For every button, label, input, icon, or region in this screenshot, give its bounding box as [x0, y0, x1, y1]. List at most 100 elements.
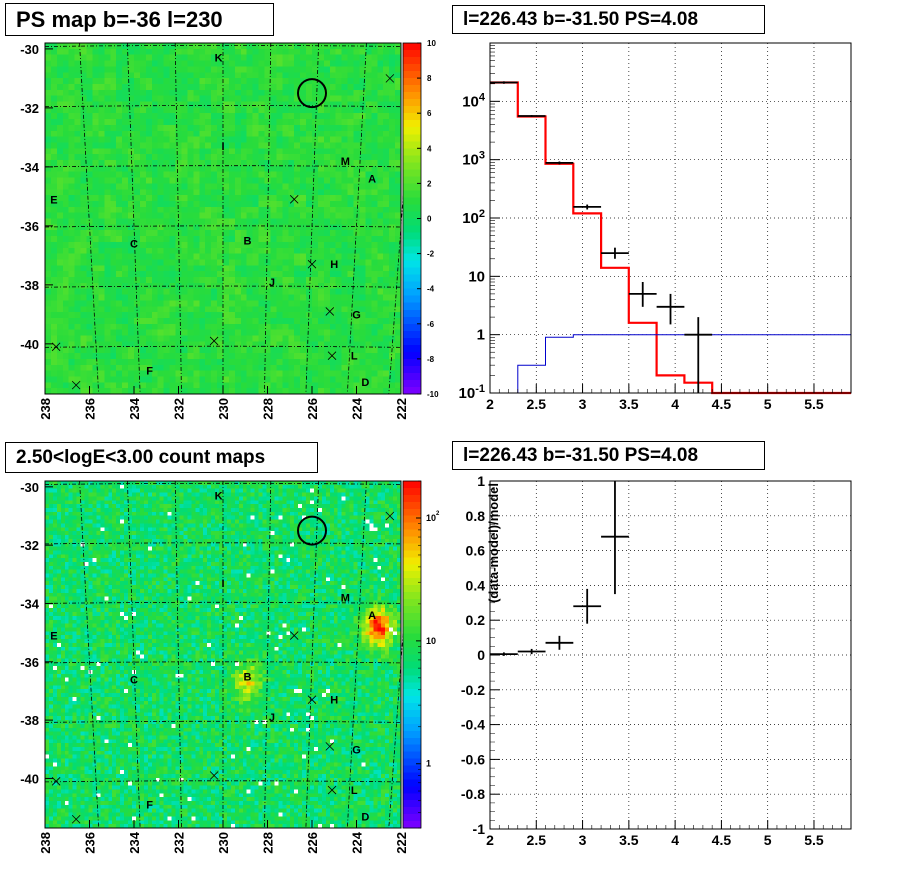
y-tick-label: -40	[20, 337, 39, 352]
x-tick-label: 5.5	[804, 832, 824, 848]
source-label-B: B	[243, 671, 251, 683]
y-tick-label: 0.8	[466, 508, 486, 524]
cross-marker-5	[327, 785, 337, 795]
x-tick-label: 4.5	[712, 832, 732, 848]
y-tick-label: -0.4	[461, 717, 485, 733]
background-step-line	[490, 334, 851, 394]
cross-marker-4	[209, 771, 219, 780]
residual-point-1	[517, 648, 546, 655]
cross-marker-2	[307, 695, 317, 704]
source-label-E: E	[50, 631, 57, 643]
x-tick-label: 5.5	[804, 396, 824, 412]
residual-plot: 2 2.5 3 3.5 4 4.5 5 5.5 1 0.8 0.6 0.4 0.2 0 -0.2 -0.4 -0…	[461, 473, 852, 848]
colorbar-label: -6	[427, 320, 435, 329]
source-label-L: L	[351, 351, 358, 363]
ps-map-title: PS map b=-36 l=230	[5, 3, 274, 36]
x-tick-label: 222	[394, 832, 409, 854]
x-tick-label: 236	[83, 832, 98, 854]
data-point-2	[545, 161, 574, 165]
colorbar-label: 8	[427, 74, 432, 83]
source-label-M: M	[341, 593, 350, 605]
y-tick-label: -36	[20, 219, 39, 234]
cross-marker-5	[327, 351, 337, 360]
x-tick-label: 224	[350, 831, 365, 853]
cross-marker-0	[385, 74, 395, 83]
x-tick-label: 5	[764, 396, 772, 412]
data-point-5	[628, 281, 657, 307]
y-tick-label: -0.2	[461, 682, 485, 698]
spectrum-grid	[489, 43, 851, 394]
y-tick-label: 102	[462, 208, 485, 227]
colorbar-label: 10	[427, 39, 436, 48]
y-tick-label: 0.4	[466, 577, 486, 593]
y-tick-label: 104	[462, 91, 486, 110]
y-tick-label: -0.6	[461, 751, 485, 767]
colorbar-0: 10 8 6 4 2 0 -2 -4 -6 -8 -10	[402, 39, 439, 399]
colorbar-label: -8	[427, 355, 435, 364]
source-label-I: I	[221, 578, 224, 590]
cross-marker-2	[307, 259, 317, 269]
residual-title: l=226.43 b=-31.50 PS=4.08	[452, 441, 765, 470]
source-label-L: L	[351, 785, 358, 797]
x-tick-label: 232	[172, 398, 187, 420]
cross-marker-4	[209, 336, 219, 346]
y-tick-label: -34	[20, 596, 40, 611]
x-tick-label: 234	[127, 831, 142, 853]
x-tick-label: 4	[671, 832, 679, 848]
source-label-G: G	[352, 744, 361, 756]
sky-map-0: K I M A E C B H J G L F D -30 -32 -34 -36 -38 -40 238 236 234…	[20, 42, 415, 420]
source-label-C: C	[130, 239, 138, 251]
colorbar-label: 6	[427, 109, 432, 118]
cross-marker-1	[289, 195, 299, 204]
data-point-7	[684, 317, 713, 393]
y-tick-label: -36	[20, 655, 39, 670]
x-tick-label: 2	[486, 832, 494, 848]
source-circle	[297, 515, 327, 546]
data-point-1	[517, 115, 546, 117]
colorbar-label: -10	[427, 390, 439, 399]
y-tick-label: -30	[20, 480, 39, 495]
residual-point-3	[573, 588, 602, 624]
cross-marker-0	[385, 511, 395, 521]
source-label-H: H	[330, 259, 338, 271]
colorbar-cells-0	[403, 43, 421, 395]
residual-point-4	[601, 481, 629, 595]
x-tick-label: 238	[38, 398, 53, 420]
y-tick-label: -0.8	[461, 786, 485, 802]
y-axis-label: (data-model)/model	[486, 483, 501, 603]
x-tick-label: 228	[261, 832, 276, 854]
source-label-D: D	[361, 377, 369, 389]
x-tick-label: 234	[127, 397, 142, 419]
x-tick-label: 5	[764, 832, 772, 848]
residual-point-0	[490, 652, 518, 656]
y-tick-label: 1	[477, 473, 485, 489]
colorbar-frame-1	[402, 480, 422, 829]
cross-marker-6	[51, 777, 61, 786]
y-tick-label: -38	[20, 713, 39, 728]
spectrum-plot: 2 2.5 3 3.5 4 4.5 5 5.5 10-1 1 10 102 103 104	[459, 42, 852, 412]
colorbar-cells-1	[403, 481, 421, 829]
source-label-J: J	[269, 277, 275, 289]
source-label-E: E	[50, 194, 57, 206]
y-tick-label: -32	[20, 101, 39, 116]
y-tick-label: -32	[20, 538, 39, 553]
x-tick-label: 3.5	[619, 832, 639, 848]
x-tick-label: 236	[83, 398, 98, 420]
y-tick-label: -1	[473, 821, 486, 837]
y-tick-label: 10	[468, 268, 485, 285]
y-tick-label: -34	[20, 160, 40, 175]
source-label-A: A	[368, 174, 376, 186]
map-pixels-0	[45, 43, 402, 395]
source-circle	[297, 78, 327, 109]
cross-marker-7	[71, 380, 81, 390]
cross-marker-3	[325, 742, 335, 751]
x-tick-label: 224	[350, 397, 365, 419]
source-label-C: C	[130, 674, 138, 686]
y-tick-label: 103	[462, 150, 485, 169]
source-label-A: A	[368, 610, 376, 622]
model-step-line	[490, 81, 851, 395]
colorbar-label: 0	[427, 215, 432, 224]
x-tick-label: 230	[216, 398, 231, 420]
sky-map-1: K I M A E C B H J G L F D -30 -32 -34 -36 -38 -40 238 236 234…	[20, 480, 415, 854]
